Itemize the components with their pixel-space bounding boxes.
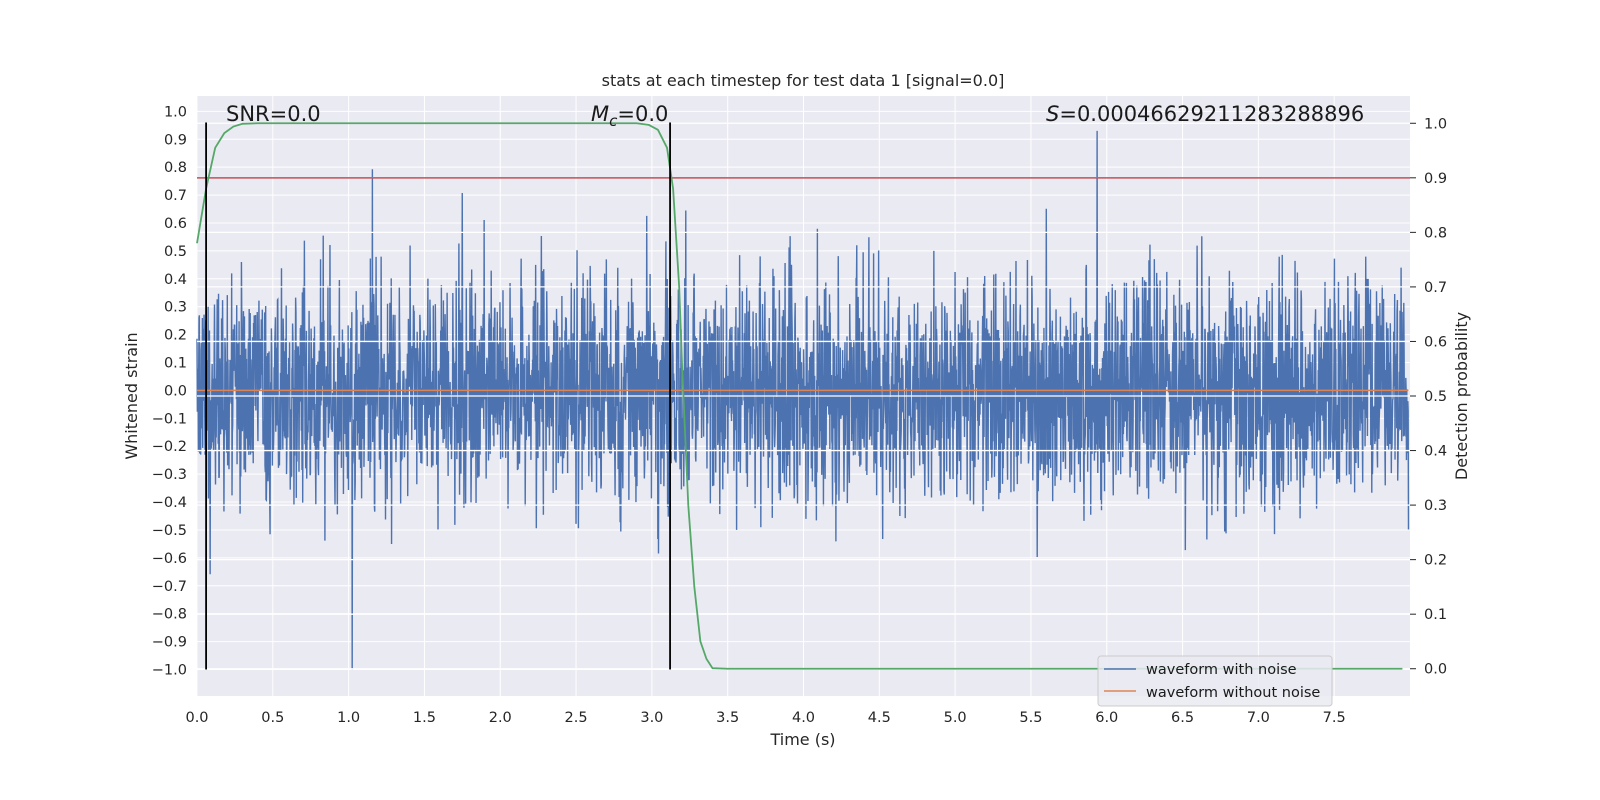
y2-axis-label: Detection probability [1452, 312, 1471, 480]
y-tick-label: −0.4 [152, 495, 187, 511]
y-tick-label: −0.1 [152, 411, 187, 427]
waveform-trace [196, 130, 1410, 670]
x-tick-label: 0.0 [185, 710, 208, 726]
y-axis-ticks: −1.0 −0.9 −0.8 −0.7 −0.6 −0.5 −0.4 −0.3 −0.2 −0.1… [152, 104, 187, 678]
x-axis-ticks: 0.0 0.5 1.0 1.5 2.0 2.5 3.0 3.5 4.0 4.5 5.0 5.5 6.0 6… [185, 710, 1345, 726]
x-tick-label: 0.5 [261, 710, 284, 726]
y-tick-label: 0.6 [164, 216, 187, 232]
snr-annotation: SNR=0.0 [226, 102, 321, 126]
y-tick-label: 1.0 [164, 104, 187, 120]
y-tick-label: −0.7 [152, 579, 187, 595]
y-tick-label: 0.9 [164, 132, 187, 148]
y2-tick-label: 0.6 [1424, 334, 1447, 350]
y2-tick-label: 0.3 [1424, 498, 1447, 514]
y-tick-label: 0.1 [164, 356, 187, 372]
y2-tick-label: 0.2 [1424, 553, 1447, 569]
merger-markers [205, 122, 671, 670]
legend-box [1097, 655, 1333, 707]
legend-label-noise: waveform with noise [1146, 662, 1297, 678]
y-axis-label: Whitened strain [122, 332, 141, 459]
chirp-mass-annotation: Mc=0.0 [591, 102, 668, 130]
x-tick-label: 3.0 [640, 710, 663, 726]
x-tick-label: 5.5 [1019, 710, 1042, 726]
y-tick-label: −0.3 [152, 467, 187, 483]
y-tick-label: 0.8 [164, 160, 187, 176]
x-tick-label: 1.5 [413, 710, 436, 726]
x-tick-label: 4.0 [792, 710, 815, 726]
x-axis-label: Time (s) [769, 730, 835, 749]
x-tick-label: 6.5 [1171, 710, 1194, 726]
y-tick-label: −0.6 [152, 551, 187, 567]
y-tick-label: 0.3 [164, 300, 187, 316]
x-tick-label: 2.0 [489, 710, 512, 726]
y2-tick-label: 0.0 [1424, 662, 1447, 678]
series-waveform-with-noise [196, 130, 1410, 670]
y2-tick-label: 0.1 [1424, 607, 1447, 623]
x-tick-label: 1.0 [337, 710, 360, 726]
y-tick-label: −0.9 [152, 635, 187, 651]
y-tick-label: 0.0 [164, 383, 187, 399]
x-tick-label: 6.0 [1095, 710, 1118, 726]
x-tick-label: 7.0 [1247, 710, 1270, 726]
x-tick-label: 7.5 [1323, 710, 1346, 726]
y-tick-label: 0.4 [164, 272, 187, 288]
y-tick-label: 0.2 [164, 328, 187, 344]
x-tick-label: 3.5 [716, 710, 739, 726]
x-tick-label: 2.5 [565, 710, 588, 726]
y2-axis-ticks: 0.0 0.1 0.2 0.3 0.4 0.5 0.6 0.7 0.8 0.9 1.0 [1410, 116, 1447, 678]
legend-label-clean: waveform without noise [1146, 685, 1320, 701]
y2-tick-label: 0.8 [1424, 225, 1447, 241]
y2-tick-label: 0.5 [1424, 389, 1447, 405]
x-tick-label: 4.5 [868, 710, 891, 726]
chart-title: stats at each timestep for test data 1 [… [602, 71, 1005, 90]
score-annotation: S=0.00046629211283288896 [1046, 102, 1364, 126]
y2-tick-label: 0.4 [1424, 444, 1447, 460]
x-tick-label: 5.0 [944, 710, 967, 726]
y-tick-label: −0.2 [152, 439, 187, 455]
legend: waveform with noise waveform without noi… [1097, 655, 1333, 707]
y-tick-label: −1.0 [152, 662, 187, 678]
y2-tick-label: 0.9 [1424, 171, 1447, 187]
y-tick-label: 0.7 [164, 188, 187, 204]
y-tick-label: −0.5 [152, 523, 187, 539]
y-tick-label: −0.8 [152, 607, 187, 623]
y2-tick-label: 0.7 [1424, 280, 1447, 296]
y-tick-label: 0.5 [164, 244, 187, 260]
y2-tick-label: 1.0 [1424, 116, 1447, 132]
